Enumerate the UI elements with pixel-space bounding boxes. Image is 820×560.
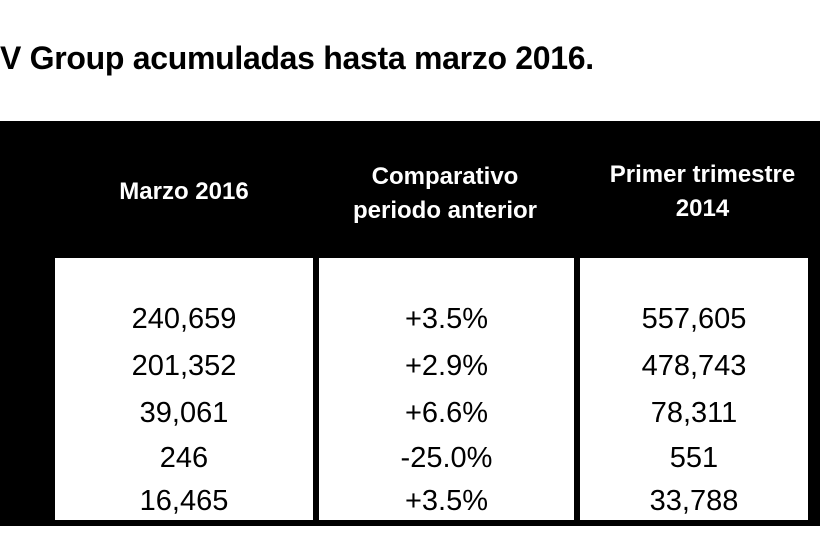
- table-cell: -25.0%: [319, 435, 574, 477]
- column-primer-trimestre: 557,605 478,743 78,311 551 33,788: [580, 258, 808, 520]
- header-comparativo: Comparativo periodo anterior: [345, 134, 545, 254]
- table-cell: +6.6%: [319, 388, 574, 432]
- column-comparativo: +3.5% +2.9% +6.6% -25.0% +3.5%: [319, 258, 574, 520]
- table-cell: 478,743: [580, 341, 808, 385]
- table-cell: +2.9%: [319, 341, 574, 385]
- header-label: Comparativo periodo anterior: [352, 163, 538, 224]
- table-cell: 33,788: [580, 480, 808, 520]
- table-cell: 240,659: [55, 258, 313, 338]
- table-cell: 557,605: [580, 258, 808, 338]
- table-cell: 39,061: [55, 388, 313, 432]
- table-cell: 16,465: [55, 480, 313, 520]
- document-title: V Group acumuladas hasta marzo 2016.: [0, 40, 594, 76]
- table-cell: 201,352: [55, 341, 313, 385]
- table-cell: 246: [55, 435, 313, 477]
- header-label: Primer trimestre 2014: [609, 161, 796, 222]
- table-cell: +3.5%: [319, 258, 574, 338]
- table-cell: 551: [580, 435, 808, 477]
- table-cell: +3.5%: [319, 480, 574, 520]
- header-primer-trimestre: Primer trimestre 2014: [585, 150, 820, 234]
- header-label: Marzo 2016: [119, 178, 249, 205]
- table-cell: 78,311: [580, 388, 808, 432]
- column-marzo-2016: 240,659 201,352 39,061 246 16,465: [55, 258, 313, 520]
- header-marzo-2016: Marzo 2016: [55, 150, 313, 234]
